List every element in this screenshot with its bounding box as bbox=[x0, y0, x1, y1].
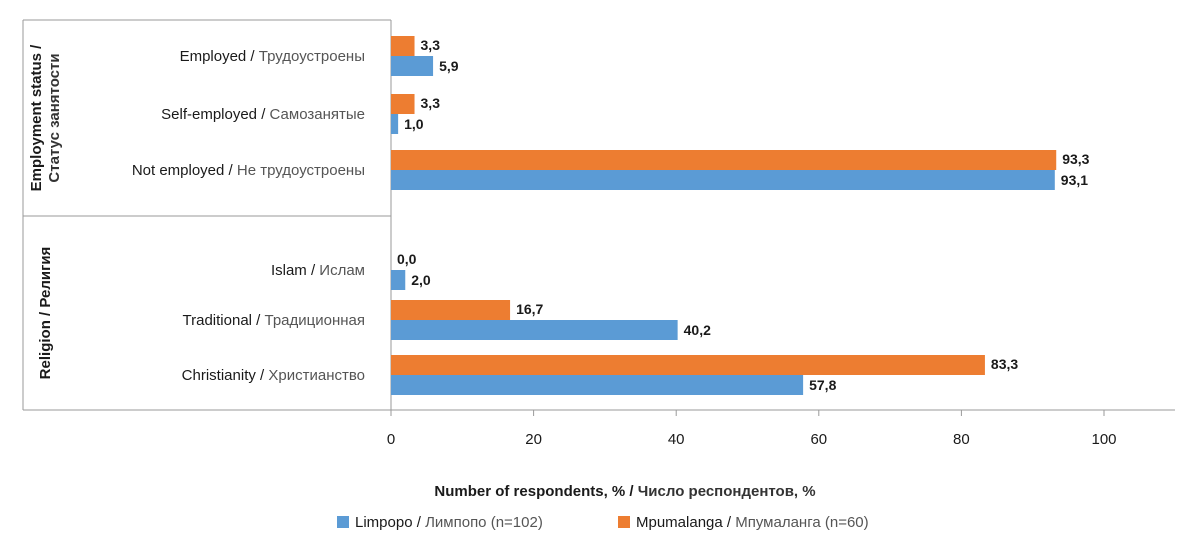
bar-limpopo bbox=[391, 375, 804, 395]
category-label: Christianity / Христианство bbox=[182, 367, 365, 384]
category-label-ru: Христианство bbox=[268, 367, 365, 384]
legend-label-sep: / bbox=[413, 514, 426, 531]
value-label-mpumalanga: 93,3 bbox=[1062, 151, 1089, 167]
x-axis-title-en: Number of respondents, % bbox=[434, 483, 625, 500]
value-label-limpopo: 5,9 bbox=[439, 58, 459, 74]
x-axis-title-sep: / bbox=[625, 483, 638, 500]
legend-label-en: Mpumalanga bbox=[636, 514, 723, 531]
bar-limpopo bbox=[391, 56, 434, 76]
legend-label-ru: Мпумаланга (n=60) bbox=[735, 514, 868, 531]
group-label-1: Religion / Религия bbox=[37, 247, 54, 380]
category-label-ru: Традиционная bbox=[265, 312, 365, 329]
x-axis: 0 20 40 60 80 100 bbox=[387, 410, 1117, 448]
category-label-sep: / bbox=[257, 106, 270, 123]
group-label-line1: Employment status / bbox=[28, 44, 45, 192]
category-label-sep: / bbox=[256, 367, 269, 384]
bars bbox=[391, 36, 1057, 395]
category-label: Islam / Ислам bbox=[271, 262, 365, 279]
category-label-sep: / bbox=[246, 48, 259, 65]
value-label-limpopo: 57,8 bbox=[809, 377, 836, 393]
value-label-limpopo: 93,1 bbox=[1061, 172, 1088, 188]
value-label-limpopo: 2,0 bbox=[411, 272, 431, 288]
group-label-line1: Religion / Религия bbox=[37, 247, 54, 380]
legend-label-mpumalanga: Mpumalanga / Мпумаланга (n=60) bbox=[636, 514, 869, 531]
bar-limpopo bbox=[391, 320, 678, 340]
group-labels: Employment status /Статус занятости Relig… bbox=[28, 44, 63, 379]
category-label-en: Employed bbox=[180, 48, 247, 65]
category-label-en: Islam bbox=[271, 262, 307, 279]
category-label-sep: / bbox=[252, 312, 265, 329]
category-label-en: Traditional bbox=[183, 312, 252, 329]
legend-label-limpopo: Limpopo / Лимпопо (n=102) bbox=[355, 514, 543, 531]
group-label-line2: Статус занятости bbox=[46, 53, 63, 182]
chart-frame bbox=[22, 19, 1175, 411]
x-tick-label: 40 bbox=[668, 431, 685, 448]
category-label: Not employed / Не трудоустроены bbox=[132, 162, 365, 179]
value-label-mpumalanga: 0,0 bbox=[397, 251, 417, 267]
category-label-ru: Трудоустроены bbox=[259, 48, 365, 65]
value-label-limpopo: 1,0 bbox=[404, 116, 424, 132]
category-label: Traditional / Традиционная bbox=[183, 312, 365, 329]
value-label-mpumalanga: 16,7 bbox=[516, 301, 543, 317]
legend-swatch-limpopo bbox=[337, 516, 349, 528]
bar-mpumalanga bbox=[391, 36, 415, 56]
bar-mpumalanga bbox=[391, 355, 985, 375]
category-labels: Employed / Трудоустроены Self-employed / … bbox=[132, 48, 365, 384]
legend-label-ru: Лимпопо (n=102) bbox=[425, 514, 543, 531]
category-label-sep: / bbox=[224, 162, 237, 179]
value-labels: 3,3 5,9 3,3 1,0 93,3 93,1 0,0 2,0 16,7 40,2 83,3 57… bbox=[397, 37, 1090, 393]
bar-limpopo bbox=[391, 170, 1055, 190]
x-axis-title-text: Number of respondents, % / Число респонд… bbox=[434, 483, 815, 500]
bar-limpopo bbox=[391, 114, 399, 134]
value-label-mpumalanga: 3,3 bbox=[421, 95, 441, 111]
value-label-limpopo: 40,2 bbox=[684, 322, 711, 338]
bar-mpumalanga bbox=[391, 94, 415, 114]
value-label-mpumalanga: 83,3 bbox=[991, 356, 1018, 372]
legend: Limpopo / Лимпопо (n=102) Mpumalanga / Мп… bbox=[337, 514, 869, 531]
category-label-ru: Самозанятые bbox=[270, 106, 365, 123]
x-tick-label: 0 bbox=[387, 431, 395, 448]
legend-label-sep: / bbox=[723, 514, 736, 531]
category-label-en: Not employed bbox=[132, 162, 225, 179]
bar-mpumalanga bbox=[391, 150, 1057, 170]
x-tick-label: 80 bbox=[953, 431, 970, 448]
bar-limpopo bbox=[391, 270, 406, 290]
legend-label-en: Limpopo bbox=[355, 514, 413, 531]
x-axis-title: Number of respondents, % / Число респонд… bbox=[434, 483, 815, 500]
group-label-0: Employment status /Статус занятости bbox=[28, 44, 63, 192]
value-label-mpumalanga: 3,3 bbox=[421, 37, 441, 53]
category-label: Self-employed / Самозанятые bbox=[161, 106, 365, 123]
x-tick-label: 60 bbox=[810, 431, 827, 448]
legend-swatch-mpumalanga bbox=[618, 516, 630, 528]
x-tick-label: 100 bbox=[1091, 431, 1116, 448]
x-axis-title-ru: Число респондентов, % bbox=[638, 483, 816, 500]
x-tick-label: 20 bbox=[525, 431, 542, 448]
category-label-en: Self-employed bbox=[161, 106, 257, 123]
category-label-sep: / bbox=[307, 262, 320, 279]
category-label-ru: Ислам bbox=[319, 262, 365, 279]
category-label: Employed / Трудоустроены bbox=[180, 48, 365, 65]
bar-mpumalanga bbox=[391, 300, 511, 320]
category-label-en: Christianity bbox=[182, 367, 257, 384]
category-label-ru: Не трудоустроены bbox=[237, 162, 365, 179]
